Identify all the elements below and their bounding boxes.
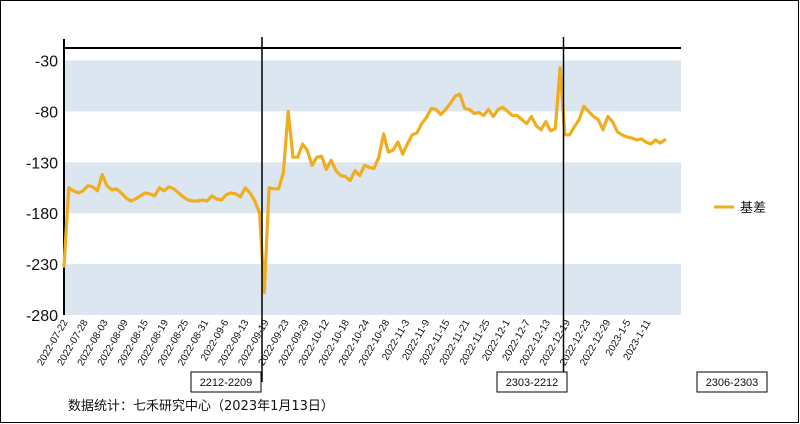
axes [63,39,681,315]
legend-label: 基差 [740,201,766,216]
band-4 [64,264,681,315]
y-axis-ticks: -30 -80 -130 -180 -230 -280 [26,54,58,325]
background-bands [64,60,681,315]
series-layer [62,66,667,295]
contract-box [496,371,568,393]
contract-box-label: 2306-2303 [706,377,759,389]
legend: 基差 [714,201,766,216]
y-tick-label: -30 [35,54,58,71]
contract-box [190,371,262,393]
band-2 [64,162,681,214]
y-tick-label: -80 [35,104,58,121]
source-note: 数据统计：七禾研究中心（2023年1月13日） [68,399,334,414]
y-tick-label: -180 [26,206,58,223]
y-tick-label: -230 [26,257,58,274]
contract-switch-markers: 2212-2209 2303-2212 2306-2303 [190,37,768,393]
band-0 [64,60,681,112]
contract-box-label: 2303-2212 [506,377,559,389]
series-line-basis [62,66,667,295]
contract-box-label: 2212-2209 [200,377,253,389]
y-tick-label: -130 [26,155,58,172]
contract-box [696,371,768,393]
y-tick-label: -280 [26,308,58,325]
x-axis-ticks: 2022-07-222022-07-282022-08-032022-08-09… [35,318,653,368]
